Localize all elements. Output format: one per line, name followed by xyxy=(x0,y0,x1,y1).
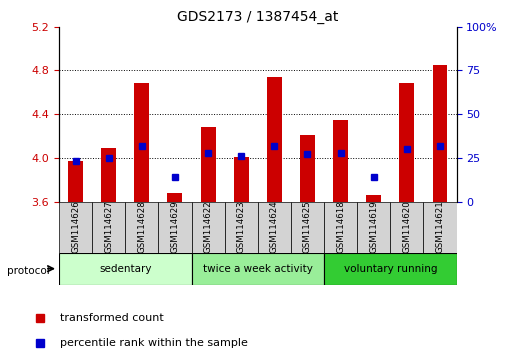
Bar xyxy=(300,135,315,202)
Bar xyxy=(366,195,381,202)
Bar xyxy=(68,161,83,202)
Bar xyxy=(400,84,415,202)
Bar xyxy=(267,77,282,202)
Bar xyxy=(168,193,183,202)
FancyBboxPatch shape xyxy=(125,202,159,253)
FancyBboxPatch shape xyxy=(159,202,191,253)
Text: voluntary running: voluntary running xyxy=(344,264,437,274)
Text: GSM114626: GSM114626 xyxy=(71,200,80,253)
FancyBboxPatch shape xyxy=(291,202,324,253)
Text: twice a week activity: twice a week activity xyxy=(203,264,313,274)
Text: GSM114622: GSM114622 xyxy=(204,200,212,253)
Bar xyxy=(234,157,249,202)
Text: GSM114625: GSM114625 xyxy=(303,200,312,253)
Text: GSM114628: GSM114628 xyxy=(137,200,146,253)
Text: GSM114620: GSM114620 xyxy=(402,200,411,253)
FancyBboxPatch shape xyxy=(423,202,457,253)
FancyBboxPatch shape xyxy=(324,202,357,253)
Bar xyxy=(134,84,149,202)
Text: sedentary: sedentary xyxy=(99,264,151,274)
FancyBboxPatch shape xyxy=(191,202,225,253)
Text: percentile rank within the sample: percentile rank within the sample xyxy=(61,338,248,348)
FancyBboxPatch shape xyxy=(324,253,457,285)
FancyBboxPatch shape xyxy=(191,253,324,285)
FancyBboxPatch shape xyxy=(357,202,390,253)
FancyBboxPatch shape xyxy=(92,202,125,253)
Text: GSM114624: GSM114624 xyxy=(270,200,279,253)
Title: GDS2173 / 1387454_at: GDS2173 / 1387454_at xyxy=(177,10,339,24)
Text: GSM114629: GSM114629 xyxy=(170,200,180,253)
FancyBboxPatch shape xyxy=(258,202,291,253)
FancyBboxPatch shape xyxy=(59,253,191,285)
Text: GSM114627: GSM114627 xyxy=(104,200,113,253)
Text: GSM114623: GSM114623 xyxy=(236,200,246,253)
FancyBboxPatch shape xyxy=(225,202,258,253)
Text: GSM114618: GSM114618 xyxy=(336,200,345,253)
Text: GSM114621: GSM114621 xyxy=(436,200,444,253)
Bar xyxy=(333,120,348,202)
Text: transformed count: transformed count xyxy=(61,313,164,323)
Text: protocol: protocol xyxy=(7,266,49,276)
Bar xyxy=(432,65,447,202)
Bar xyxy=(101,148,116,202)
Bar xyxy=(201,127,215,202)
FancyBboxPatch shape xyxy=(59,202,92,253)
Text: GSM114619: GSM114619 xyxy=(369,200,378,253)
FancyBboxPatch shape xyxy=(390,202,423,253)
